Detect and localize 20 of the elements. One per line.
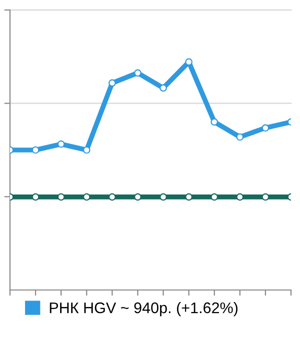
point bbox=[134, 193, 142, 201]
point bbox=[134, 69, 142, 77]
point bbox=[57, 140, 65, 148]
point bbox=[32, 193, 40, 201]
point bbox=[82, 146, 90, 154]
point bbox=[185, 193, 192, 201]
point bbox=[160, 84, 167, 92]
point bbox=[82, 193, 90, 201]
point bbox=[262, 193, 270, 201]
point bbox=[210, 118, 218, 126]
point bbox=[160, 193, 167, 201]
point bbox=[108, 79, 116, 87]
point bbox=[262, 124, 270, 132]
point bbox=[210, 193, 218, 201]
point bbox=[236, 133, 244, 141]
point bbox=[32, 146, 40, 154]
point bbox=[108, 193, 116, 201]
legend-label: РНК HGV ~ 940р. (+1.62%) bbox=[50, 302, 238, 316]
point bbox=[236, 193, 244, 201]
point bbox=[57, 193, 65, 201]
